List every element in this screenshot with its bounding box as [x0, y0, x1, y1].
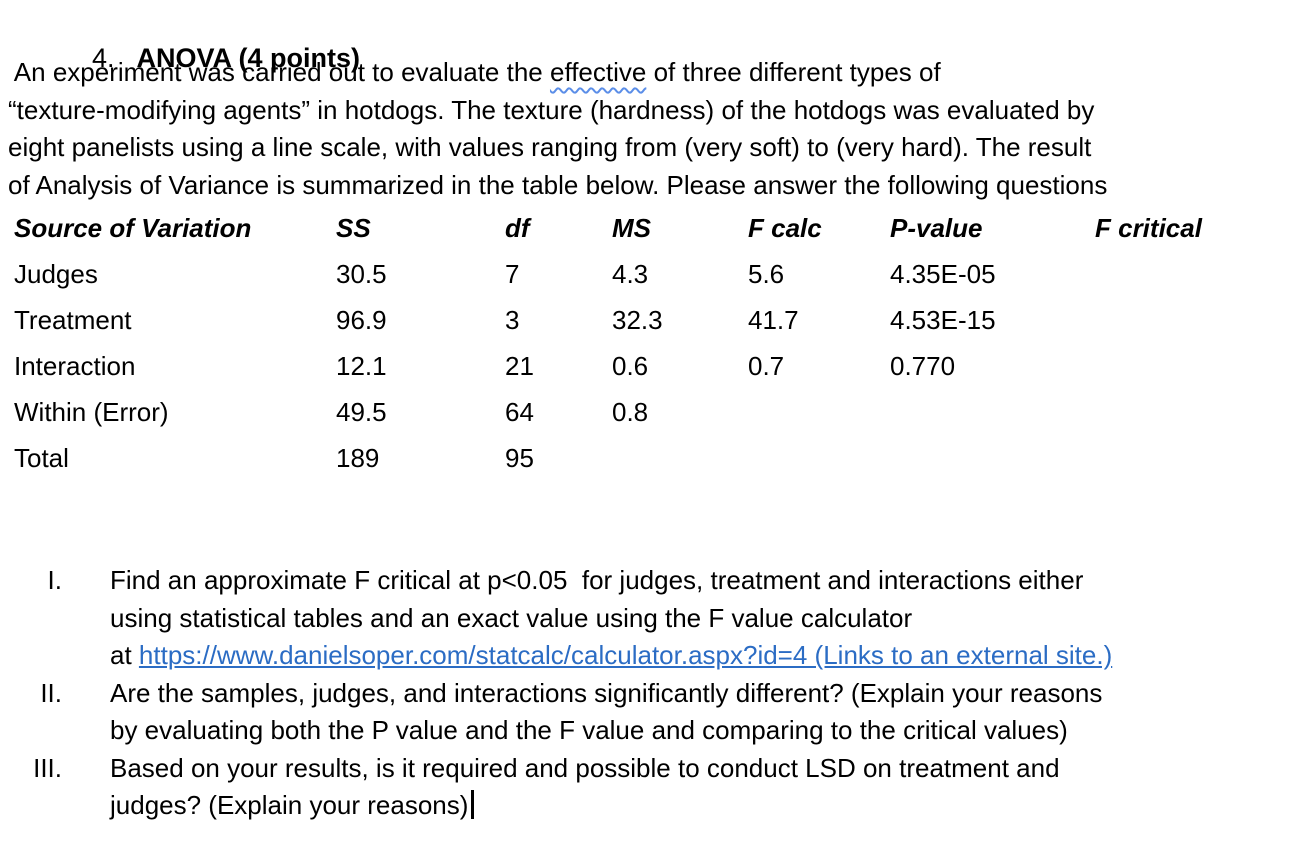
question-2-line-2: by evaluating both the P value and the F…	[110, 715, 1068, 745]
header-ms: MS	[612, 213, 651, 243]
cell-f-calc: 5.6	[748, 259, 785, 289]
spellcheck-flagged-word: effective	[549, 57, 647, 87]
intro-line-3: eight panelists using a line scale, with…	[8, 132, 1092, 162]
cell-p-value	[890, 389, 1095, 435]
intro-line-1: An experiment was carried out to evaluat…	[8, 54, 1294, 92]
cell-ss: 12.1	[336, 351, 387, 381]
question-item-1: I. Find an approximate F critical at p<0…	[0, 562, 1300, 675]
cell-f-critical	[1095, 435, 1300, 481]
intro-line-2: “texture-modifying agents” in hotdogs. T…	[8, 94, 1095, 125]
cell-source: Treatment	[14, 305, 132, 335]
cell-f-calc: 0.7	[748, 351, 785, 381]
cell-ms: 0.6	[612, 351, 649, 381]
anova-table: Source of Variation SS df MS F calc P-va…	[14, 205, 1300, 481]
question-number: 4.	[92, 43, 115, 73]
cell-p-value	[890, 435, 1095, 481]
cell-ms: 0.8	[612, 397, 649, 427]
question-title: ANOVA (4 points)	[136, 43, 361, 73]
header-ss: SS	[336, 213, 371, 243]
question-1-line-1: Find an approximate F critical at p<0.05…	[110, 565, 1084, 595]
intro-line-1-post: of three different types of	[646, 57, 941, 87]
question-1-body: Find an approximate F critical at p<0.05…	[62, 562, 1300, 675]
external-calculator-link[interactable]: https://www.danielsoper.com/statcalc/cal…	[138, 640, 1113, 670]
header-f-calc: F calc	[748, 213, 822, 243]
question-3-line-2-text: judges? (Explain your reasons)	[110, 790, 469, 820]
cell-df: 7	[505, 259, 520, 289]
question-heading: 4. ANOVA (4 points)	[62, 12, 360, 105]
cell-source: Judges	[14, 259, 98, 289]
link-prefix: at	[110, 640, 139, 670]
cell-source: Total	[14, 443, 69, 473]
question-3-body: Based on your results, is it required an…	[62, 750, 1300, 825]
text-insertion-cursor	[471, 790, 474, 819]
intro-paragraph: An experiment was carried out to evaluat…	[8, 54, 1294, 204]
cell-p-value: 4.53E-15	[890, 305, 996, 335]
question-3-numeral: III.	[33, 752, 62, 783]
question-3-line-1: Based on your results, is it required an…	[110, 752, 1060, 783]
cell-p-value: 0.770	[890, 351, 956, 381]
cell-f-calc	[748, 389, 890, 435]
question-2-body: Are the samples, judges, and interaction…	[62, 675, 1300, 750]
question-3-line-2: judges? (Explain your reasons)	[110, 787, 1300, 825]
cell-f-calc: 41.7	[748, 305, 799, 335]
header-source-of-variation: Source of Variation	[14, 213, 252, 243]
table-row-within-error: Within (Error) 49.5 64 0.8	[14, 389, 1300, 435]
cell-f-critical	[1095, 251, 1300, 297]
table-row-treatment: Treatment 96.9 3 32.3 41.7 4.53E-15	[14, 297, 1300, 343]
table-row-total: Total 189 95	[14, 435, 1300, 481]
intro-line-4: of Analysis of Variance is summarized in…	[8, 169, 1108, 200]
table-row-interaction: Interaction 12.1 21 0.6 0.7 0.770	[14, 343, 1300, 389]
question-1-numeral: I.	[47, 565, 62, 595]
cell-df: 64	[505, 397, 534, 427]
cell-df: 95	[505, 443, 534, 473]
intro-line-1-pre: An experiment was carried out to evaluat…	[8, 57, 550, 87]
cell-ss: 49.5	[336, 397, 387, 427]
header-f-critical: F critical	[1095, 213, 1202, 243]
question-2-line-1: Are the samples, judges, and interaction…	[110, 677, 1103, 708]
anova-header-row: Source of Variation SS df MS F calc P-va…	[14, 205, 1300, 251]
cell-ss: 30.5	[336, 259, 387, 289]
table-row-judges: Judges 30.5 7 4.3 5.6 4.35E-05	[14, 251, 1300, 297]
question-item-3: III. Based on your results, is it requir…	[0, 750, 1300, 825]
cell-ss: 189	[336, 443, 380, 473]
question-1-line-3: at https://www.danielsoper.com/statcalc/…	[110, 637, 1300, 675]
cell-f-critical	[1095, 343, 1300, 389]
cell-ms	[612, 435, 748, 481]
cell-df: 3	[505, 305, 520, 335]
question-item-2: II. Are the samples, judges, and interac…	[0, 675, 1300, 750]
cell-f-critical	[1095, 297, 1300, 343]
cell-p-value: 4.35E-05	[890, 259, 996, 289]
header-p-value: P-value	[890, 213, 983, 243]
cell-ms: 32.3	[612, 305, 663, 335]
cell-ss: 96.9	[336, 305, 387, 335]
questions-list: I. Find an approximate F critical at p<0…	[0, 562, 1300, 825]
question-2-numeral: II.	[40, 677, 62, 708]
cell-f-critical	[1095, 389, 1300, 435]
question-1-line-2: using statistical tables and an exact va…	[110, 602, 913, 633]
cell-df: 21	[505, 351, 534, 381]
header-df: df	[505, 213, 530, 243]
cell-source: Within (Error)	[14, 397, 169, 427]
cell-f-calc	[748, 435, 890, 481]
cell-source: Interaction	[14, 351, 136, 381]
cell-ms: 4.3	[612, 259, 649, 289]
